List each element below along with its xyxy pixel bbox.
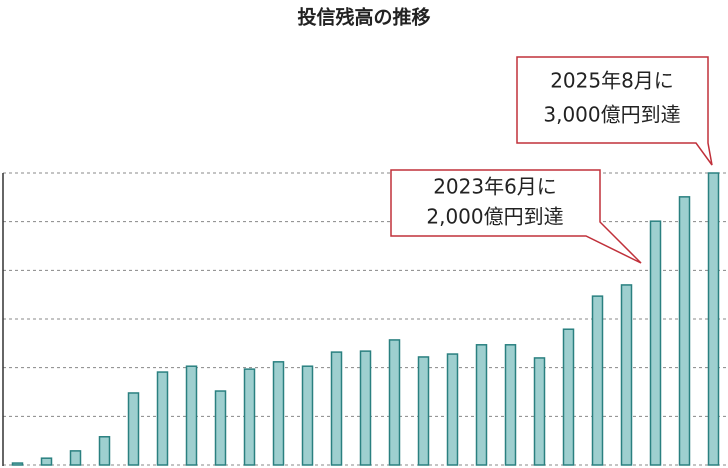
bar <box>301 365 314 466</box>
bar <box>678 196 691 466</box>
bar <box>330 351 343 466</box>
bar <box>533 357 546 466</box>
bar <box>591 295 604 466</box>
callout <box>390 169 642 264</box>
bar <box>272 361 285 466</box>
bar <box>243 368 256 466</box>
annotation-text: 2,000億円到達 <box>426 205 563 229</box>
annotation-text: 2025年8月に <box>550 69 674 93</box>
chart-title: 投信残高の推移 <box>297 6 430 29</box>
bar <box>649 220 662 466</box>
bar <box>388 339 401 466</box>
bar <box>127 392 140 466</box>
plot-area <box>3 172 728 466</box>
callout <box>516 56 713 166</box>
bar <box>40 457 53 466</box>
bar <box>156 371 169 466</box>
annotation-text: 2023年6月に <box>433 175 557 199</box>
bar <box>11 462 24 466</box>
bar <box>98 436 111 466</box>
bar <box>214 390 227 466</box>
bar <box>417 356 430 466</box>
bar <box>620 284 633 466</box>
bar <box>475 344 488 466</box>
bar <box>446 353 459 466</box>
bar <box>185 365 198 466</box>
annotation-text: 3,000億円到達 <box>543 103 680 127</box>
bar <box>562 328 575 466</box>
bar <box>359 350 372 466</box>
bar <box>69 450 82 466</box>
bar <box>504 344 517 466</box>
bar <box>707 172 720 466</box>
